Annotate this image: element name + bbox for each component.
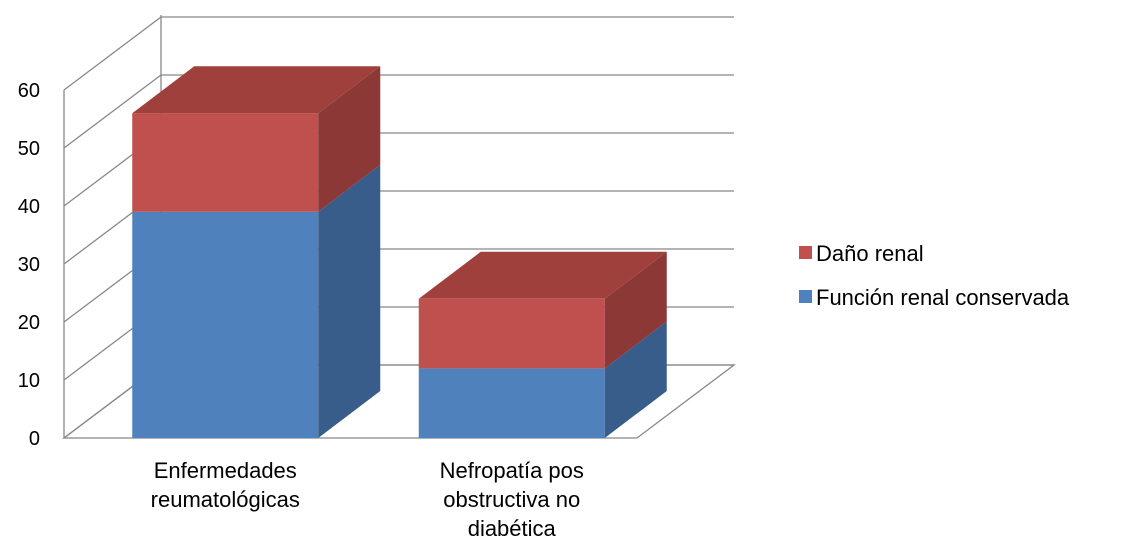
x-category-label: reumatológicas xyxy=(151,487,300,512)
x-category-label: Enfermedades xyxy=(154,458,297,483)
x-category-label: obstructiva no xyxy=(443,487,580,512)
x-category-label: diabética xyxy=(468,516,557,541)
y-tick-label: 30 xyxy=(18,254,40,276)
y-axis-tick-labels: 0 10 20 30 40 50 60 xyxy=(18,80,40,450)
legend-label: Daño renal xyxy=(816,241,924,266)
bar-segment-side xyxy=(604,321,667,438)
x-axis-category-labels: Enfermedades reumatológicas Nefropatía pos… xyxy=(151,458,584,541)
bar-segment-front xyxy=(418,368,605,438)
gridline xyxy=(63,16,734,91)
bar-segment-side xyxy=(604,251,667,369)
bar-segment-top xyxy=(418,251,667,299)
bar-segment-side xyxy=(318,164,381,439)
x-category-label: Nefropatía pos xyxy=(440,458,584,483)
legend-swatch xyxy=(799,290,812,303)
legend-label: Función renal conservada xyxy=(816,285,1070,310)
y-tick-label: 20 xyxy=(18,312,40,334)
y-tick-label: 50 xyxy=(18,138,40,160)
bar-segment-front xyxy=(132,113,319,212)
bar-segment-top xyxy=(132,66,381,114)
y-tick-label: 0 xyxy=(29,428,40,450)
legend: Daño renal Función renal conservada xyxy=(799,241,1070,310)
bar-segment-front xyxy=(418,298,605,369)
bar-segment-side xyxy=(318,66,381,212)
legend-swatch xyxy=(799,246,812,259)
bar-segment-front xyxy=(132,211,319,438)
bars xyxy=(132,66,667,439)
y-tick-label: 60 xyxy=(18,80,40,102)
y-tick-label: 40 xyxy=(18,196,40,218)
gridline xyxy=(63,74,734,149)
y-tick-label: 10 xyxy=(18,370,40,392)
